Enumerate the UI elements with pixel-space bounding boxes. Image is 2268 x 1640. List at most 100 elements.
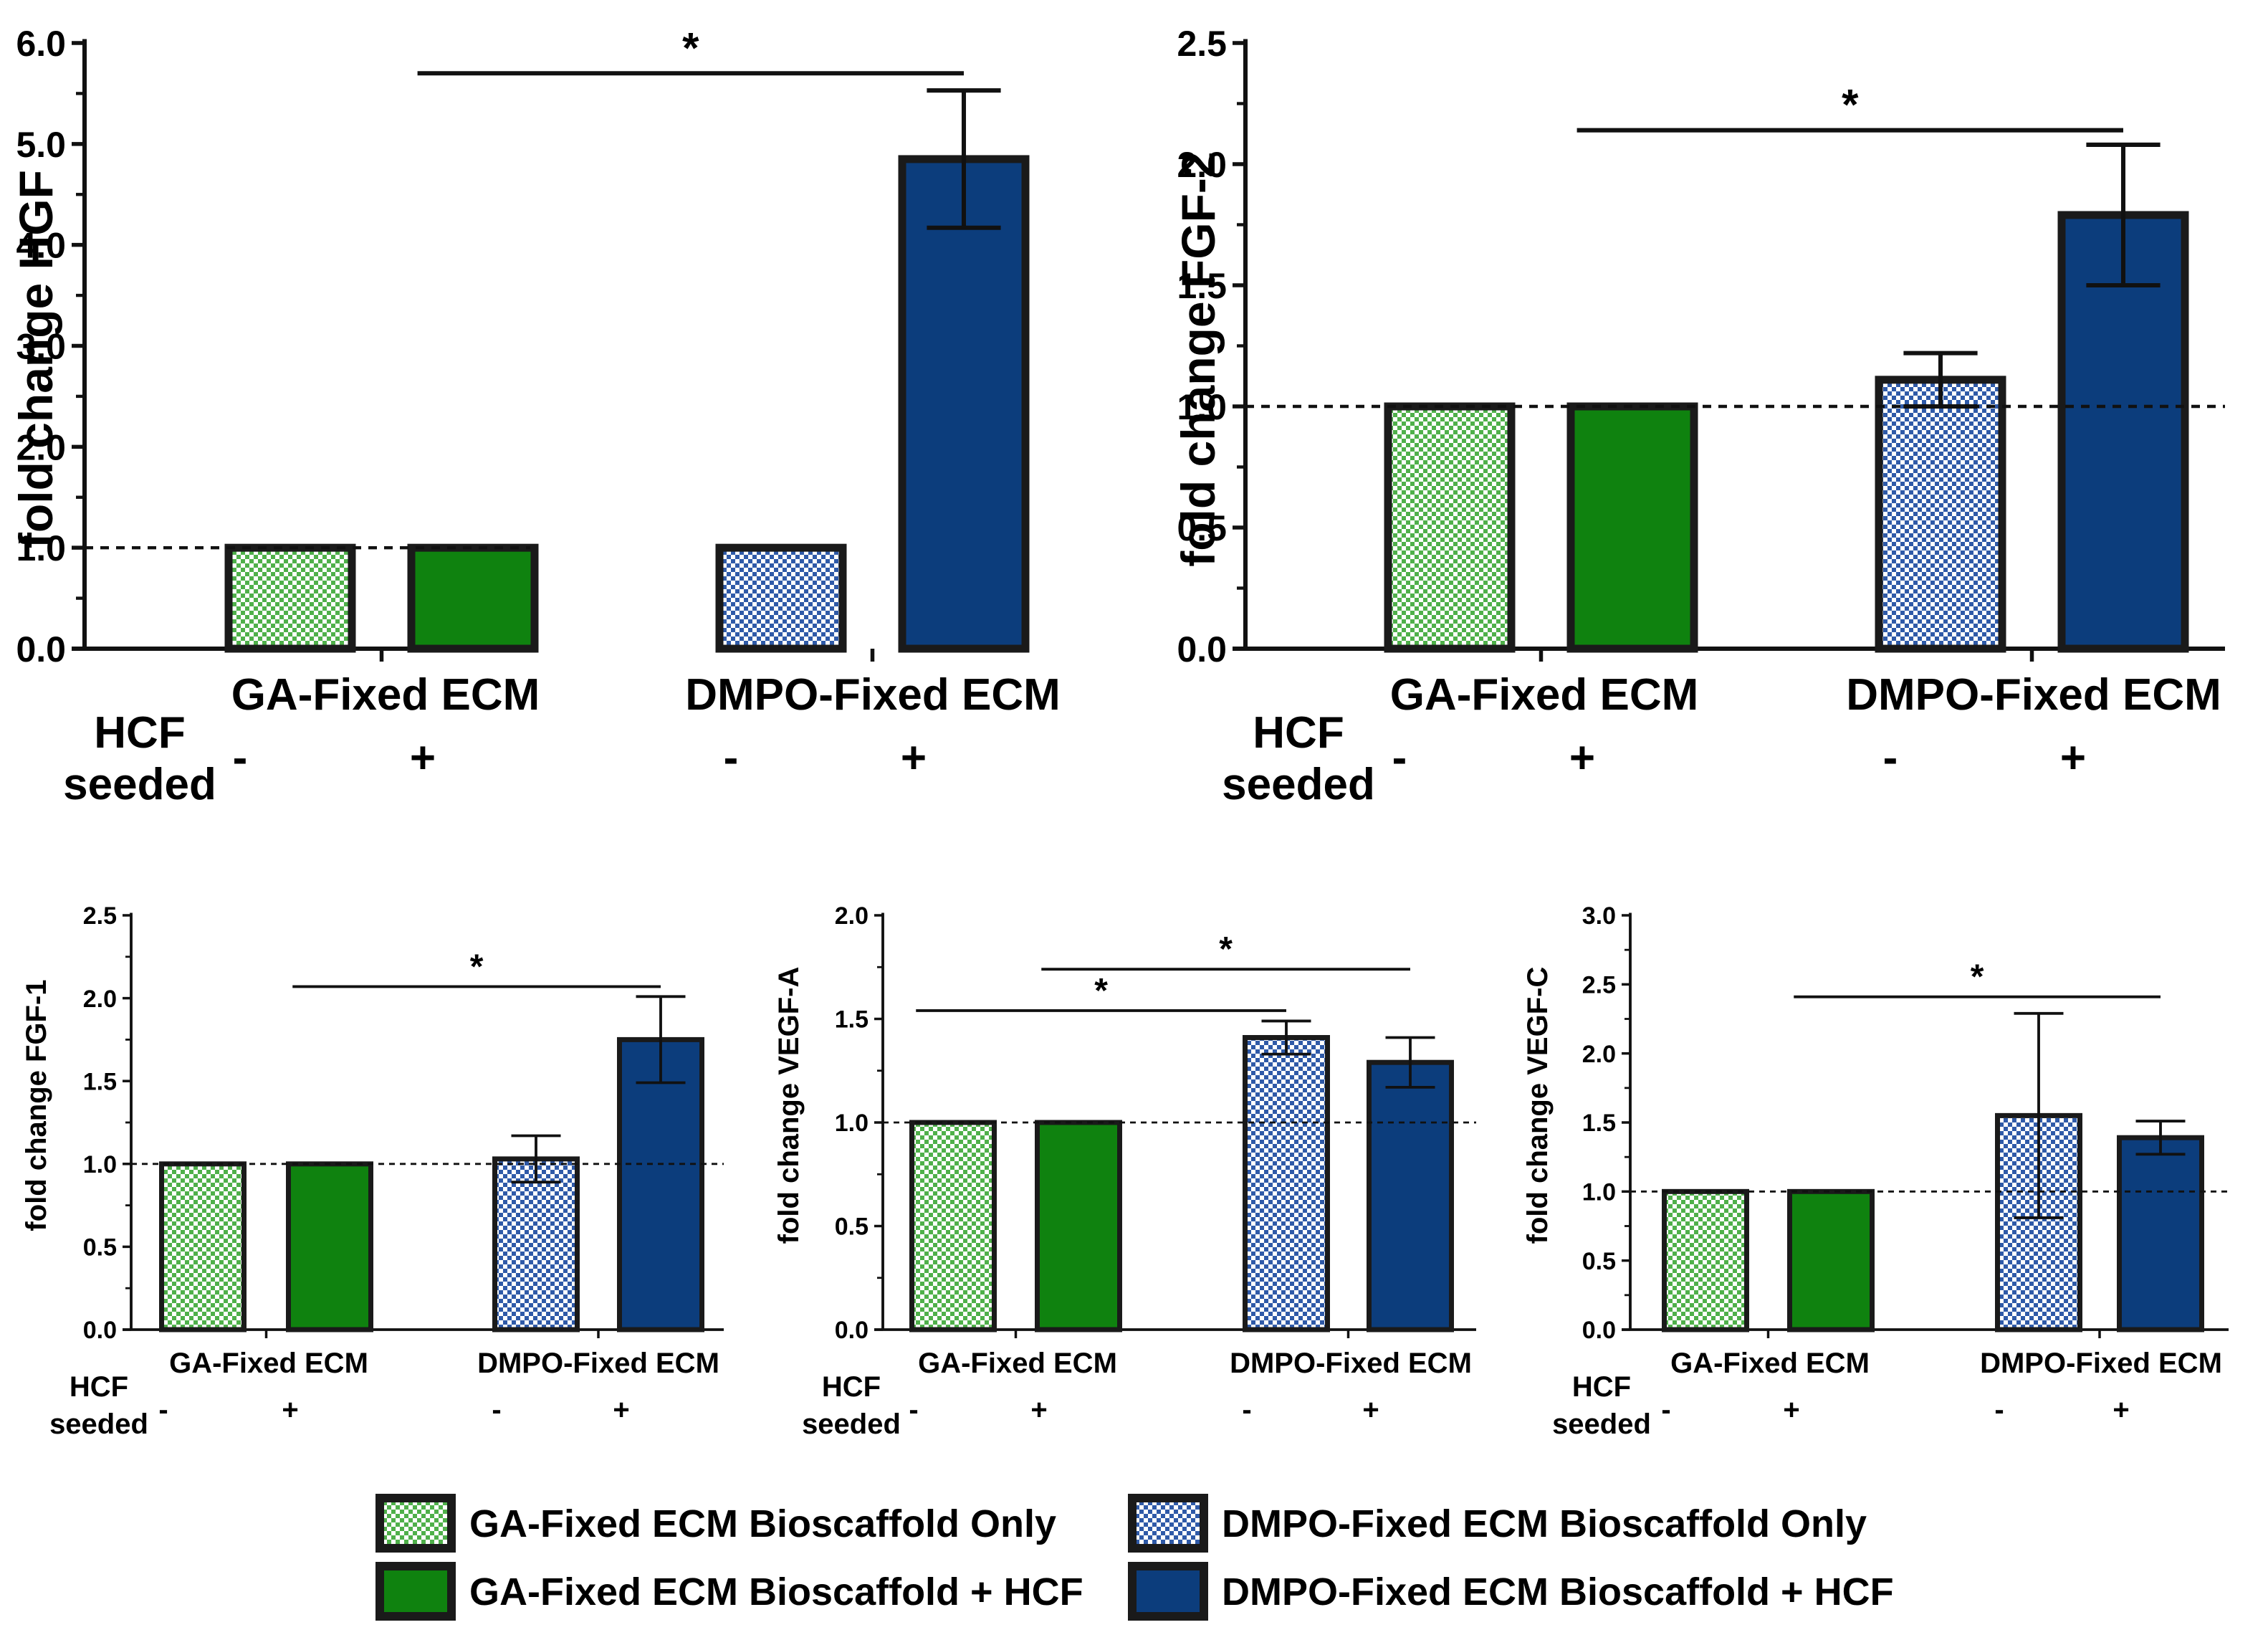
- y-tick-label: 0.5: [835, 1214, 869, 1241]
- chart-fgf1: 0.0 0.5 1.0 1.5 2.0 2.5 fold change FGF-1 GA-Fi…: [21, 902, 724, 1440]
- legend-swatch: [1128, 1494, 1208, 1553]
- y-tick-label: 0.0: [1177, 629, 1227, 669]
- y-tick-label: 1.0: [83, 1151, 117, 1178]
- group-label: DMPO-Fixed ECM: [1980, 1348, 2222, 1379]
- hcf-sign: -: [233, 733, 248, 783]
- bar-vegfa-1: [1035, 1120, 1122, 1332]
- bar-fgf1-0: [159, 1161, 247, 1332]
- chart-fgf2: 0.0 0.5 1.0 1.5 2.0 2.5 fold change FGF-2 GA-Fi…: [1172, 24, 2225, 809]
- y-axis-label: fold change FGF-1: [21, 979, 52, 1231]
- y-tick-label: 3.0: [1582, 902, 1616, 930]
- chart-vegfc: 0.0 0.5 1.0 1.5 2.0 2.5 3.0 fold change VEGF-C G…: [1522, 902, 2229, 1440]
- chart-vegfa: 0.0 0.5 1.0 1.5 2.0 fold change VEGF-A GA-Fixe…: [773, 902, 1476, 1440]
- bar-vegfa-3: [1367, 1059, 1454, 1332]
- legend-label: DMPO-Fixed ECM Bioscaffold Only: [1222, 1502, 1867, 1545]
- y-tick-label: 2.0: [1177, 145, 1227, 185]
- group-label: GA-Fixed ECM: [1670, 1348, 1870, 1379]
- y-tick-label: 2.5: [1177, 24, 1227, 64]
- hcf-sign: -: [1994, 1394, 2004, 1426]
- y-tick-label: 0.5: [1177, 508, 1227, 548]
- y-axis-label: fold change VEGF-A: [773, 967, 805, 1244]
- hcf-label: HCF: [94, 708, 185, 758]
- y-tick-label: 2.0: [835, 902, 869, 930]
- legend: GA-Fixed ECM Bioscaffold Only DMPO-Fixed …: [375, 1494, 1894, 1621]
- legend-item: GA-Fixed ECM Bioscaffold Only: [375, 1494, 1056, 1553]
- hcf-sign: +: [901, 733, 927, 783]
- bar-vegfa-2: [1243, 1035, 1330, 1332]
- legend-label: GA-Fixed ECM Bioscaffold + HCF: [469, 1570, 1083, 1613]
- group-label: DMPO-Fixed ECM: [1846, 670, 2221, 720]
- y-axis-label: fold change HGF: [9, 170, 62, 548]
- hcf-sign: +: [2113, 1394, 2129, 1426]
- y-tick-label: 0.0: [83, 1317, 117, 1344]
- significance-star: *: [682, 24, 699, 72]
- hcf-sign: -: [1661, 1394, 1670, 1426]
- hcf-sign: +: [410, 733, 436, 783]
- bar-fgf2-1: [1566, 402, 1698, 653]
- hcf-sign: +: [1569, 733, 1595, 783]
- y-tick-label: 0.0: [835, 1317, 869, 1344]
- seeded-label: seeded: [49, 1408, 148, 1440]
- bar-vegfc-3: [2117, 1135, 2204, 1332]
- group-label: GA-Fixed ECM: [918, 1348, 1117, 1379]
- hcf-label: HCF: [70, 1371, 128, 1403]
- group-label: GA-Fixed ECM: [169, 1348, 368, 1379]
- y-tick-label: 2.0: [16, 427, 66, 467]
- significance-star: *: [470, 948, 484, 986]
- charts-layer: 0.0 1.0 2.0 3.0 4.0 5.0 6.0 fold change HGF GA-F…: [9, 24, 2229, 1440]
- bar-fgf2-3: [2057, 211, 2189, 653]
- legend-item: DMPO-Fixed ECM Bioscaffold Only: [1128, 1494, 1867, 1553]
- hcf-sign: -: [909, 1394, 918, 1426]
- legend-label: DMPO-Fixed ECM Bioscaffold + HCF: [1222, 1570, 1894, 1613]
- seeded-label: seeded: [802, 1408, 901, 1440]
- bar-hgf-2: [715, 543, 847, 653]
- hcf-sign: +: [1783, 1394, 1799, 1426]
- hcf-sign: -: [724, 733, 739, 783]
- hcf-sign: -: [1392, 733, 1407, 783]
- significance-star: *: [1971, 958, 1984, 996]
- hcf-sign: -: [1242, 1394, 1251, 1426]
- hcf-sign: +: [2060, 733, 2086, 783]
- bar-fgf1-1: [286, 1161, 373, 1332]
- y-tick-label: 1.5: [1582, 1110, 1616, 1137]
- bar-vegfc-1: [1787, 1188, 1875, 1332]
- hcf-label: HCF: [1572, 1371, 1631, 1403]
- legend-item: GA-Fixed ECM Bioscaffold + HCF: [375, 1562, 1083, 1621]
- y-tick-label: 6.0: [16, 24, 66, 64]
- seeded-label: seeded: [63, 760, 216, 809]
- y-tick-label: 1.5: [1177, 266, 1227, 306]
- group-label: DMPO-Fixed ECM: [1230, 1348, 1472, 1379]
- y-tick-label: 1.0: [16, 528, 66, 568]
- bar-hgf-3: [898, 155, 1030, 653]
- y-tick-label: 1.0: [835, 1110, 869, 1137]
- bar-fgf1-2: [492, 1156, 580, 1332]
- bar-fgf2-0: [1384, 402, 1516, 653]
- y-tick-label: 0.0: [16, 629, 66, 669]
- y-tick-label: 0.5: [83, 1234, 117, 1262]
- y-tick-label: 3.0: [16, 327, 66, 367]
- hcf-label: HCF: [1253, 708, 1344, 758]
- hcf-sign: +: [1030, 1394, 1047, 1426]
- legend-swatch: [375, 1562, 456, 1621]
- y-tick-label: 2.0: [83, 986, 117, 1013]
- group-label: DMPO-Fixed ECM: [685, 670, 1061, 720]
- hcf-sign: -: [158, 1394, 168, 1426]
- y-tick-label: 0.5: [1582, 1248, 1616, 1275]
- hcf-sign: +: [282, 1394, 298, 1426]
- seeded-label: seeded: [1222, 760, 1375, 809]
- bar-vegfc-0: [1662, 1188, 1749, 1332]
- y-tick-label: 1.5: [83, 1068, 117, 1095]
- legend-swatch: [375, 1494, 456, 1553]
- y-tick-label: 2.5: [83, 902, 117, 930]
- y-tick-label: 1.5: [835, 1006, 869, 1034]
- legend-label: GA-Fixed ECM Bioscaffold Only: [469, 1502, 1056, 1545]
- hcf-label: HCF: [822, 1371, 881, 1403]
- hcf-sign: +: [1362, 1394, 1379, 1426]
- significance-star: *: [1094, 972, 1108, 1010]
- y-tick-label: 0.0: [1582, 1317, 1616, 1344]
- group-label: GA-Fixed ECM: [231, 670, 540, 720]
- bar-hgf-0: [224, 543, 356, 653]
- y-tick-label: 1.0: [1582, 1179, 1616, 1206]
- y-tick-label: 2.5: [1582, 972, 1616, 999]
